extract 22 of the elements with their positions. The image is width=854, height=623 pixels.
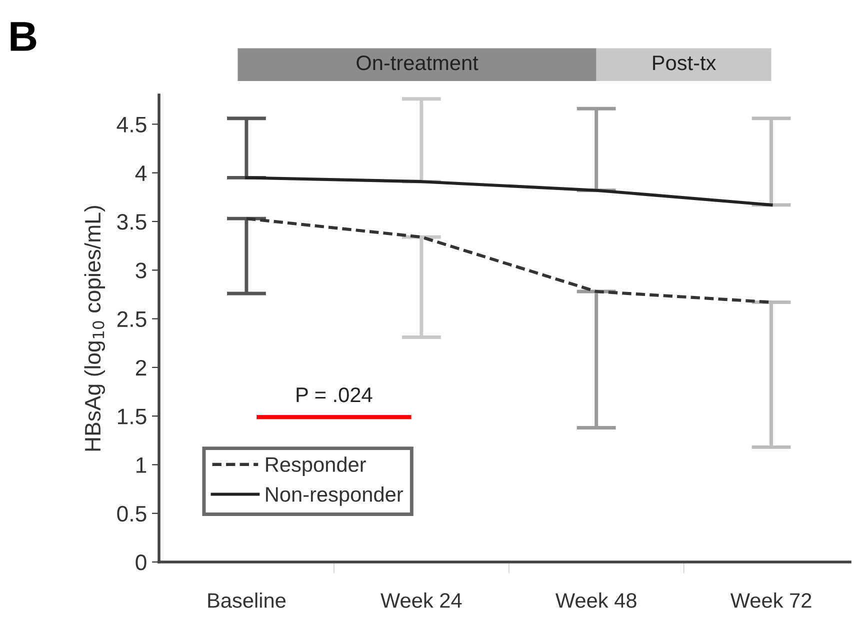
- text: On-treatment: [356, 55, 478, 70]
- y-tick-label: 3: [136, 262, 146, 278]
- y-tick-label: 2: [136, 360, 146, 376]
- y-tick-label: 2.5: [117, 311, 146, 328]
- legend-label: Responder: [266, 456, 366, 476]
- x-tick-label: Baseline: [208, 592, 286, 608]
- y-tick-label: 0: [136, 554, 146, 570]
- y-tick-label: 1: [136, 457, 146, 473]
- x-tick-label: Week 72: [730, 592, 812, 608]
- text: Post-tx: [653, 56, 716, 70]
- legend-label: Non-responder: [266, 486, 404, 506]
- y-tick-label: 3.5: [117, 214, 146, 230]
- y-tick-label: 0.5: [117, 506, 146, 522]
- x-tick-label: Week 48: [556, 592, 636, 608]
- y-axis-title: HBsAg (log$_{10}$ copies/mL): [84, 206, 106, 451]
- text: B: [10, 22, 36, 51]
- y-tick-label: 4: [135, 166, 147, 181]
- line-series: [244, 176, 773, 206]
- x-tick-label: Week 24: [380, 592, 462, 608]
- y-tick-label: 1.5: [118, 408, 146, 424]
- annotation: P = .024: [296, 387, 372, 402]
- y-tick-label: 4.5: [116, 116, 146, 132]
